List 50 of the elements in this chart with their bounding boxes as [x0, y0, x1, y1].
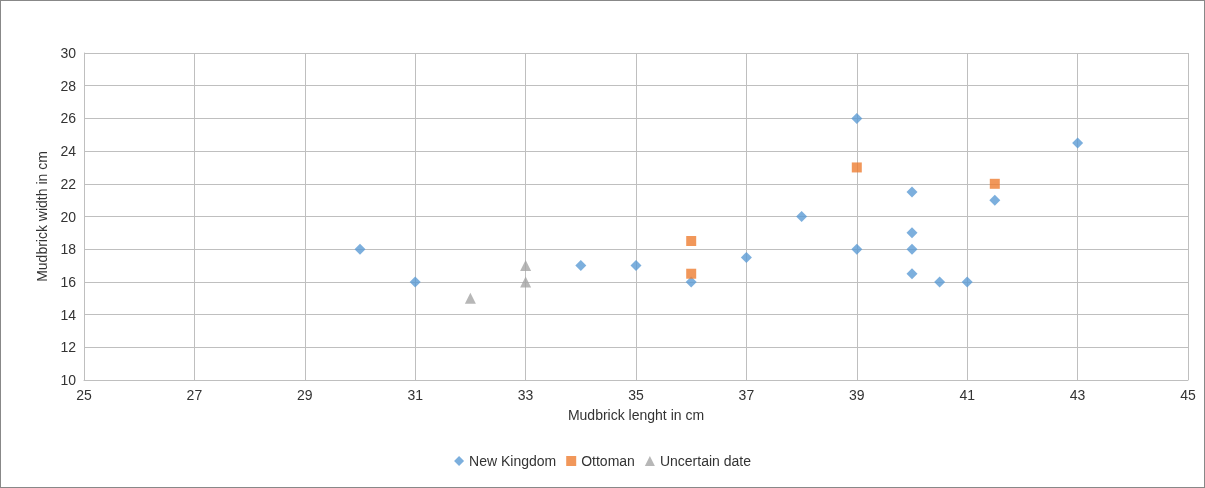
y-tick-label: 12: [60, 339, 77, 356]
point: [906, 243, 918, 255]
point: [851, 162, 862, 173]
y-tick-label: 18: [60, 241, 77, 258]
y-tick-label: 16: [60, 273, 77, 290]
point: [906, 186, 918, 198]
x-tick-label: 41: [959, 387, 976, 403]
point: [464, 292, 476, 304]
point: [906, 268, 918, 280]
y-tick-label: 26: [60, 110, 77, 127]
x-tick-label: 37: [738, 387, 755, 403]
point: [851, 112, 863, 124]
point: [686, 236, 697, 247]
point: [520, 260, 532, 272]
legend-label: Uncertain date: [659, 453, 752, 469]
y-tick-label: 28: [60, 77, 77, 94]
x-tick-label: 29: [297, 387, 313, 403]
point: [961, 276, 973, 288]
point: [1072, 137, 1084, 149]
x-axis-title: Mudbrick lenght in cm: [567, 407, 705, 423]
y-tick-label: 22: [60, 175, 77, 192]
y-axis-title: Mudbrick width in cm: [34, 151, 50, 282]
x-tick-label: 43: [1069, 387, 1086, 403]
x-tick-label: 31: [407, 387, 424, 403]
point: [851, 243, 863, 255]
x-tick-label: 35: [628, 387, 644, 403]
y-tick-label: 20: [60, 208, 77, 225]
point: [989, 178, 1000, 189]
point: [520, 276, 532, 288]
x-tick-label: 45: [1180, 387, 1196, 403]
point: [354, 243, 366, 255]
x-tick-label: 33: [517, 387, 534, 403]
point: [630, 260, 642, 272]
point: [906, 227, 918, 239]
y-tick-label: 30: [60, 45, 77, 61]
point: [934, 276, 946, 288]
point: [740, 251, 752, 263]
y-tick-label: 10: [60, 372, 77, 388]
point: [989, 194, 1001, 206]
y-tick-label: 14: [60, 306, 77, 323]
x-tick-label: 27: [186, 387, 203, 403]
legend-label: New Kingdom: [469, 453, 557, 469]
point: [575, 260, 587, 272]
point: [796, 211, 808, 222]
y-tick-label: 24: [60, 143, 77, 160]
point: [686, 268, 697, 279]
x-tick-label: 25: [76, 387, 92, 403]
legend-label: Ottoman: [581, 453, 635, 469]
point: [409, 276, 421, 288]
x-tick-label: 39: [849, 387, 865, 403]
